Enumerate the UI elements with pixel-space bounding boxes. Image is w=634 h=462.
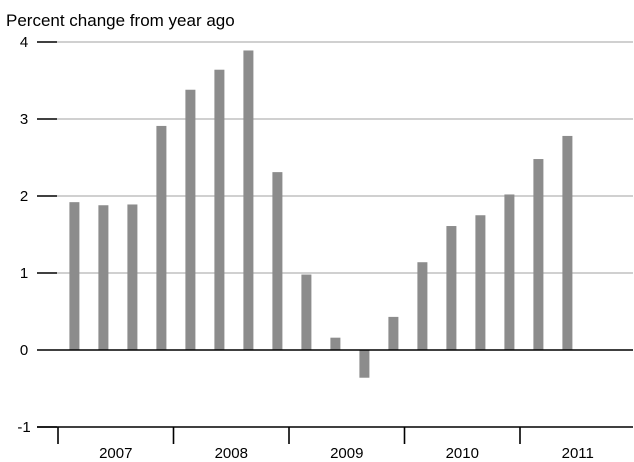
y-axis-ticks: 4 3 2 1 0 -1 [17, 34, 57, 436]
bar [156, 125, 167, 351]
x-tick-label: 2010 [446, 445, 479, 462]
bar [243, 50, 254, 350]
x-axis: 2007 2008 2009 2010 2011 [37, 349, 633, 462]
bar [214, 69, 225, 350]
bar [301, 274, 312, 350]
bar [69, 202, 80, 350]
x-tick-label: 2008 [215, 445, 248, 462]
bar [504, 194, 515, 350]
x-tick-label: 2011 [562, 445, 594, 462]
y-tick-label: 4 [20, 34, 28, 51]
y-tick-label: 1 [20, 265, 28, 282]
bar [359, 350, 370, 378]
bars [69, 50, 573, 378]
gridlines [57, 41, 633, 274]
bar [272, 172, 283, 350]
y-tick-label: 2 [20, 188, 28, 205]
x-tick-label: 2009 [330, 445, 363, 462]
bar [98, 205, 109, 350]
bar [533, 159, 544, 350]
y-tick-label: 3 [20, 111, 28, 128]
y-tick-label: -1 [17, 419, 30, 436]
bar [330, 337, 341, 350]
x-tick-label: 2007 [99, 445, 132, 462]
bar [185, 89, 196, 351]
bar [127, 204, 138, 350]
bar [388, 316, 399, 350]
bar [475, 215, 486, 350]
y-tick-label: 0 [20, 342, 28, 359]
bar [446, 226, 457, 350]
bar [562, 135, 573, 350]
bar [417, 262, 428, 350]
y-axis-label: Percent change from year ago [6, 11, 235, 30]
